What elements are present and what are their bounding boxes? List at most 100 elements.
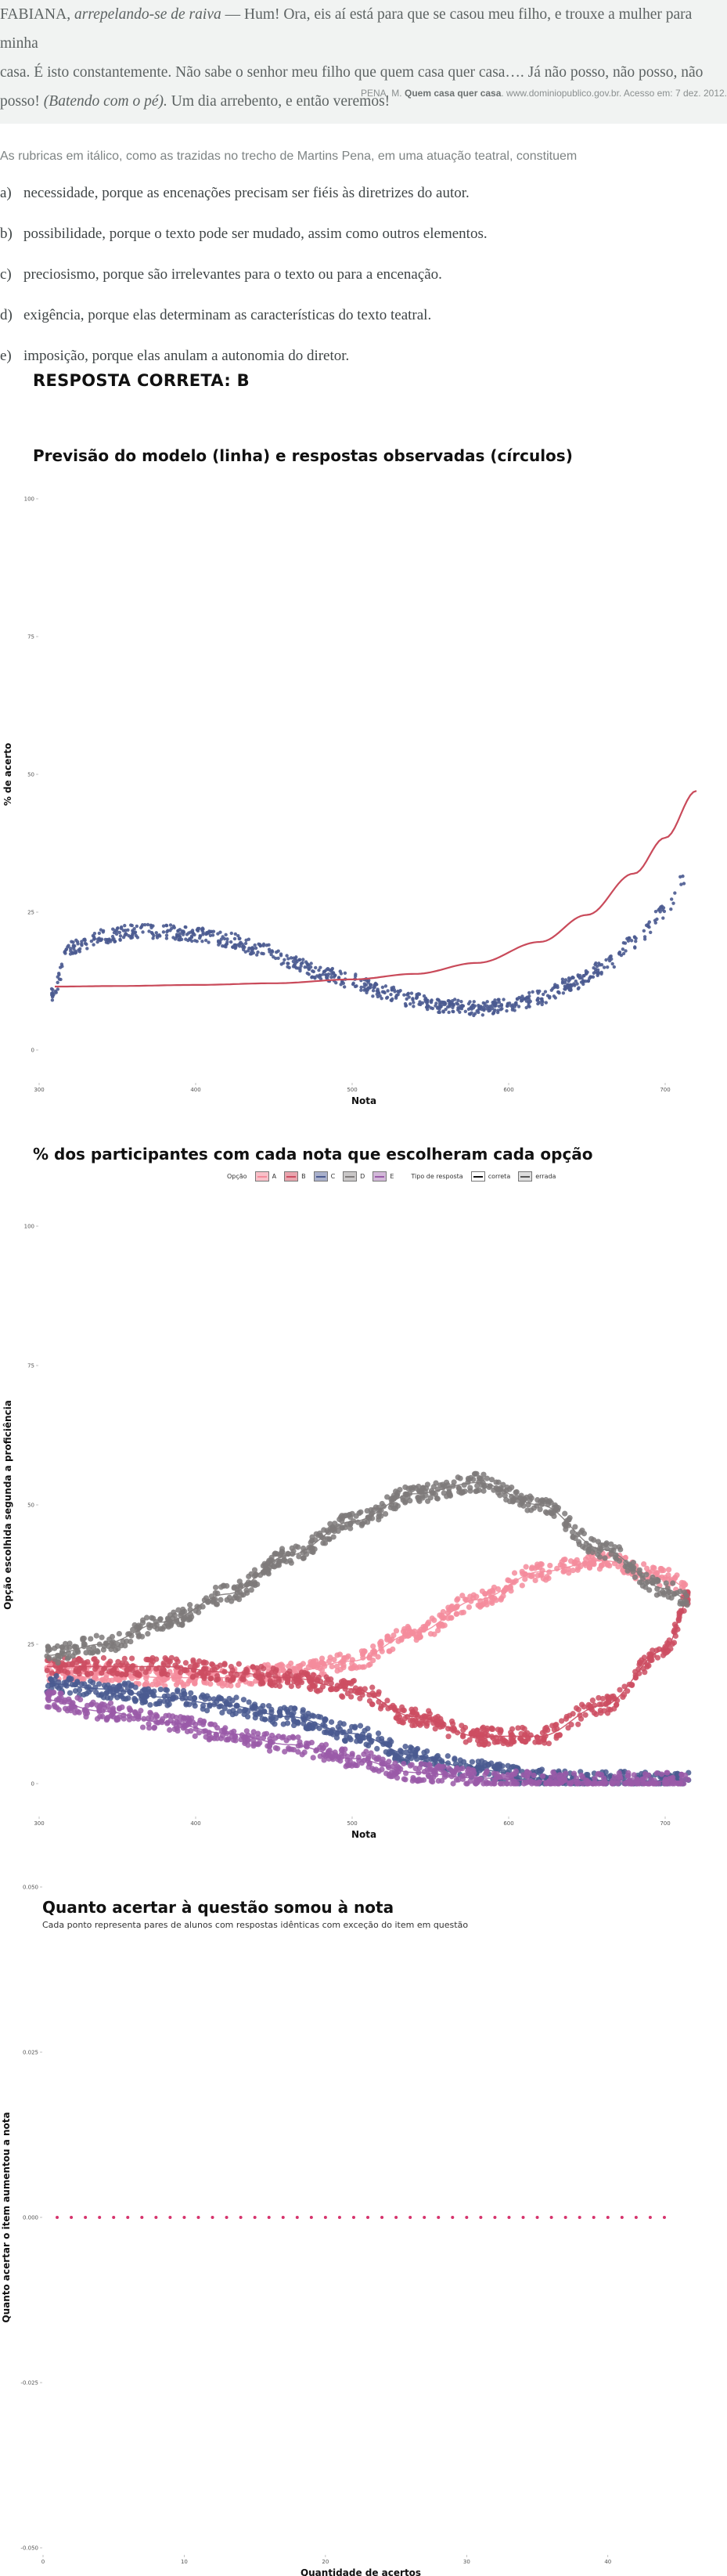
option-d-point	[176, 1622, 182, 1628]
observed-point	[189, 939, 194, 943]
option-b-point	[621, 1692, 628, 1698]
option-d-point	[309, 1534, 315, 1540]
option-e-point	[655, 1780, 661, 1787]
option-d-point	[236, 1578, 243, 1585]
observed-point	[482, 1008, 486, 1012]
observed-point	[189, 934, 194, 938]
option-e-point	[76, 1709, 82, 1716]
option-b-point	[85, 1672, 91, 1678]
option-d-point	[113, 1647, 119, 1654]
option-b-point	[419, 1718, 425, 1724]
option-d-point	[402, 1499, 408, 1506]
option-b: b) possibilidade, porque o texto pode ser…	[0, 225, 488, 243]
option-b-point	[542, 1725, 549, 1732]
option-a-point	[455, 1596, 461, 1602]
option-d-point	[465, 1479, 471, 1485]
option-c-point	[67, 1676, 74, 1683]
observed-point	[556, 990, 560, 994]
option-b-point	[589, 1697, 596, 1704]
option-c-point	[56, 1685, 62, 1691]
option-c-point	[300, 1709, 306, 1716]
option-a-point	[370, 1643, 376, 1650]
observed-point	[261, 943, 265, 948]
observed-point	[229, 940, 233, 944]
option-e-point	[599, 1780, 606, 1786]
option-c-point	[460, 1759, 467, 1765]
option-c-point	[180, 1687, 187, 1694]
option-b-point	[339, 1693, 345, 1699]
observed-point	[487, 1006, 491, 1011]
option-a-point	[203, 1679, 210, 1686]
option-e-point	[411, 1776, 417, 1782]
option-e-point	[82, 1710, 89, 1716]
observed-point	[485, 1000, 489, 1004]
x-tick-label: 500	[347, 1087, 357, 1093]
option-d-point	[109, 1633, 116, 1640]
option-e-point	[617, 1775, 624, 1781]
option-c-point	[157, 1701, 163, 1707]
option-d-point	[45, 1646, 52, 1652]
option-b-point	[668, 1646, 674, 1652]
observed-point	[468, 1000, 472, 1004]
option-e-point	[560, 1772, 567, 1778]
option-e-point	[386, 1773, 392, 1779]
option-b-point	[654, 1654, 661, 1661]
observed-point	[405, 997, 408, 1001]
observed-point	[121, 935, 126, 940]
option-a-point	[495, 1586, 502, 1593]
observed-point	[653, 909, 658, 914]
option-d-point	[480, 1488, 487, 1494]
option-d-point	[365, 1519, 371, 1525]
option-e-point	[181, 1715, 187, 1721]
option-e-point	[465, 1768, 471, 1774]
y-tick-label: 0.050	[23, 1885, 38, 1891]
option-d-point	[655, 1577, 661, 1583]
option-b-point	[198, 1669, 204, 1676]
option-d-point	[497, 1492, 503, 1499]
option-b-point	[521, 1738, 527, 1744]
option-a-point	[651, 1564, 657, 1571]
option-a-point	[606, 1563, 613, 1569]
observed-point	[337, 976, 341, 980]
data-point	[451, 2216, 455, 2219]
x-tick-label: 10	[181, 2559, 188, 2565]
option-c-point	[93, 1689, 99, 1695]
observed-point	[243, 941, 248, 946]
option-a-point	[410, 1631, 416, 1637]
option-d-point	[313, 1531, 319, 1537]
observed-point	[527, 1001, 531, 1005]
option-b-point	[582, 1712, 588, 1718]
observed-point	[412, 1001, 416, 1005]
observed-point	[289, 956, 293, 960]
option-b-point	[359, 1692, 365, 1698]
option-c-point	[103, 1690, 110, 1697]
option-b-point	[182, 1660, 189, 1666]
observed-point	[586, 979, 590, 983]
option-e-point	[257, 1740, 263, 1746]
observed-point	[619, 953, 624, 958]
observed-point	[386, 989, 390, 993]
option-d-point	[513, 1488, 520, 1495]
option-c-point	[295, 1719, 301, 1726]
observed-point	[606, 965, 610, 969]
option-d-point	[446, 1492, 453, 1499]
observed-point	[584, 979, 588, 983]
option-c-point	[191, 1694, 198, 1701]
option-b-point	[538, 1736, 545, 1742]
observed-point	[393, 990, 397, 994]
data-point	[366, 2216, 370, 2219]
option-c-point	[170, 1691, 176, 1698]
option-d-point	[161, 1623, 167, 1630]
observed-point	[67, 943, 70, 947]
option-d-point	[224, 1596, 230, 1603]
option-c-point	[269, 1715, 276, 1721]
option-a-point	[678, 1579, 685, 1586]
option-d-point	[509, 1485, 515, 1491]
option-c-point	[211, 1696, 217, 1702]
option-e-point	[402, 1777, 408, 1783]
option-d: d) exigência, porque elas determinam as c…	[0, 307, 431, 324]
option-b-point	[288, 1683, 294, 1690]
option-c-point	[95, 1681, 103, 1687]
observed-point	[591, 975, 596, 979]
option-c-point	[423, 1757, 430, 1763]
